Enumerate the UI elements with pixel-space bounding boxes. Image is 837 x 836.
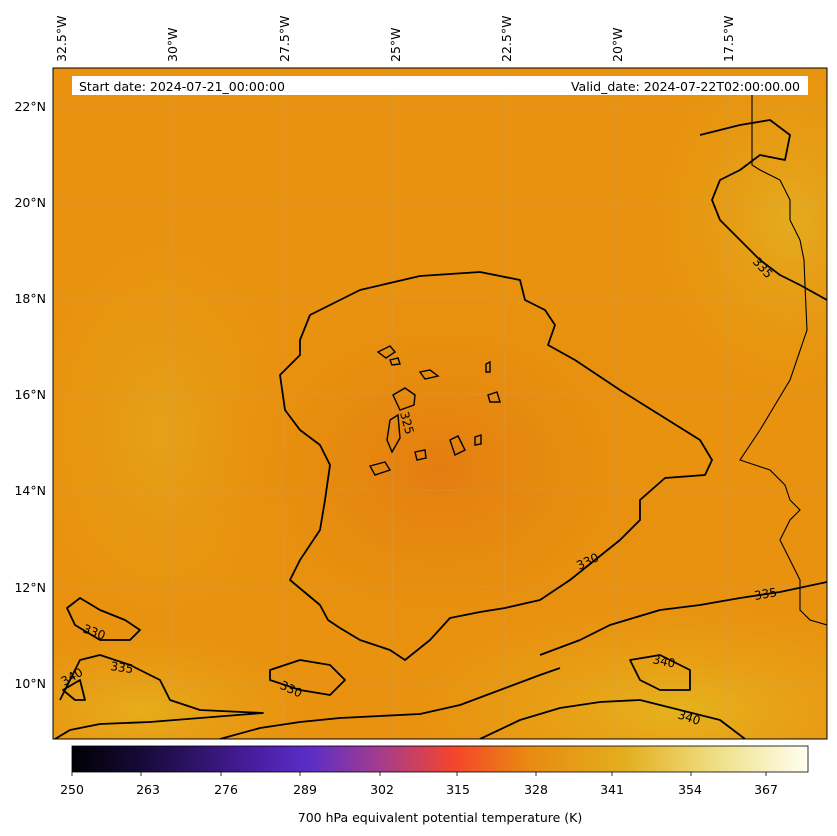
colorbar-tick-label: 315: [446, 782, 470, 797]
contours: [54, 119, 827, 739]
colorbar-tick-label: 341: [600, 782, 624, 797]
contour-label: 335: [110, 659, 135, 676]
contour-330-west: [66, 597, 141, 641]
contour-label: 335: [753, 585, 778, 603]
y-tick-label: 16°N: [14, 387, 46, 402]
contour-335-east: [539, 581, 827, 656]
contour-335-southwest: [54, 654, 264, 739]
contour-340-south: [479, 699, 746, 739]
x-tick-label: 20°W: [610, 27, 625, 62]
colorbar-tick-label: 367: [754, 782, 778, 797]
africa-coastline: [739, 90, 827, 626]
colorbar: 250 263 276 289 302 315 328 341 354 367 …: [60, 745, 809, 825]
contour-335-northeast: [699, 119, 827, 301]
x-tick-label: 25°W: [388, 27, 403, 62]
cape-verde-island-9: [474, 434, 482, 446]
colorbar-tick-label: 250: [60, 782, 84, 797]
warm-northeast: [640, 68, 827, 410]
y-tick-label: 14°N: [14, 483, 46, 498]
contour-335-south: [219, 667, 561, 739]
contour-330-southwest-small: [269, 659, 346, 696]
gridlines: [53, 68, 827, 739]
colorbar-tick-label: 263: [136, 782, 160, 797]
x-tick-label: 30°W: [165, 27, 180, 62]
y-tick-label: 12°N: [14, 580, 46, 595]
info-bar: Start date: 2024-07-21_00:00:00 Valid_da…: [72, 76, 808, 95]
x-tick-label: 17.5°W: [721, 16, 736, 62]
map-area: [53, 68, 827, 739]
valid-date: Valid_date: 2024-07-22T02:00:00.00: [571, 79, 800, 94]
y-tick-label: 20°N: [14, 195, 46, 210]
contour-340-east: [629, 654, 691, 691]
cool-core: [190, 270, 690, 670]
y-tick-label: 18°N: [14, 291, 46, 306]
contour-label: 325: [397, 410, 416, 436]
cape-verde-island-4: [485, 360, 491, 373]
x-tick-label: 22.5°W: [499, 16, 514, 62]
x-tick-label: 27.5°W: [277, 16, 292, 62]
cape-verde-island-7: [386, 413, 401, 454]
contour-label: 340: [651, 652, 676, 670]
colorbar-tick-label: 276: [214, 782, 238, 797]
cape-verde-island-1: [376, 345, 397, 359]
cape-verde-island-3: [418, 369, 440, 380]
colorbar-tick-label: 289: [293, 782, 317, 797]
start-date: Start date: 2024-07-21_00:00:00: [79, 79, 285, 94]
coastline: [368, 90, 827, 626]
y-tick-labels: 22°N 20°N 18°N 16°N 14°N 12°N 10°N: [14, 99, 46, 691]
colorbar-label: 700 hPa equivalent potential temperature…: [298, 810, 582, 825]
contour-330-main: [279, 271, 713, 661]
colorbar-tick-label: 302: [370, 782, 394, 797]
y-tick-label: 10°N: [14, 676, 46, 691]
cape-verde-island-11: [368, 461, 392, 476]
cape-verde-island-10: [414, 449, 427, 461]
cape-verde-island-2: [389, 357, 401, 366]
y-tick-label: 22°N: [14, 99, 46, 114]
colorbar-tick-label: 328: [524, 782, 548, 797]
colorbar-tick-label: 354: [678, 782, 702, 797]
contour-340-southwest: [62, 679, 86, 701]
warm-southeast: [400, 600, 827, 739]
cape-verde-island-5: [392, 387, 416, 411]
colorbar-ticks: [71, 772, 767, 776]
colorbar-gradient: [71, 745, 809, 773]
cape-verde-island-8: [449, 435, 466, 456]
contour-label: 340: [676, 708, 702, 728]
x-tick-labels: 32.5°W 30°W 27.5°W 25°W 22.5°W 20°W 17.5…: [54, 16, 736, 62]
info-bar-background: [72, 76, 808, 95]
cape-verde-island-6: [487, 391, 501, 403]
map-frame: [52, 67, 828, 740]
x-tick-label: 32.5°W: [54, 16, 69, 62]
